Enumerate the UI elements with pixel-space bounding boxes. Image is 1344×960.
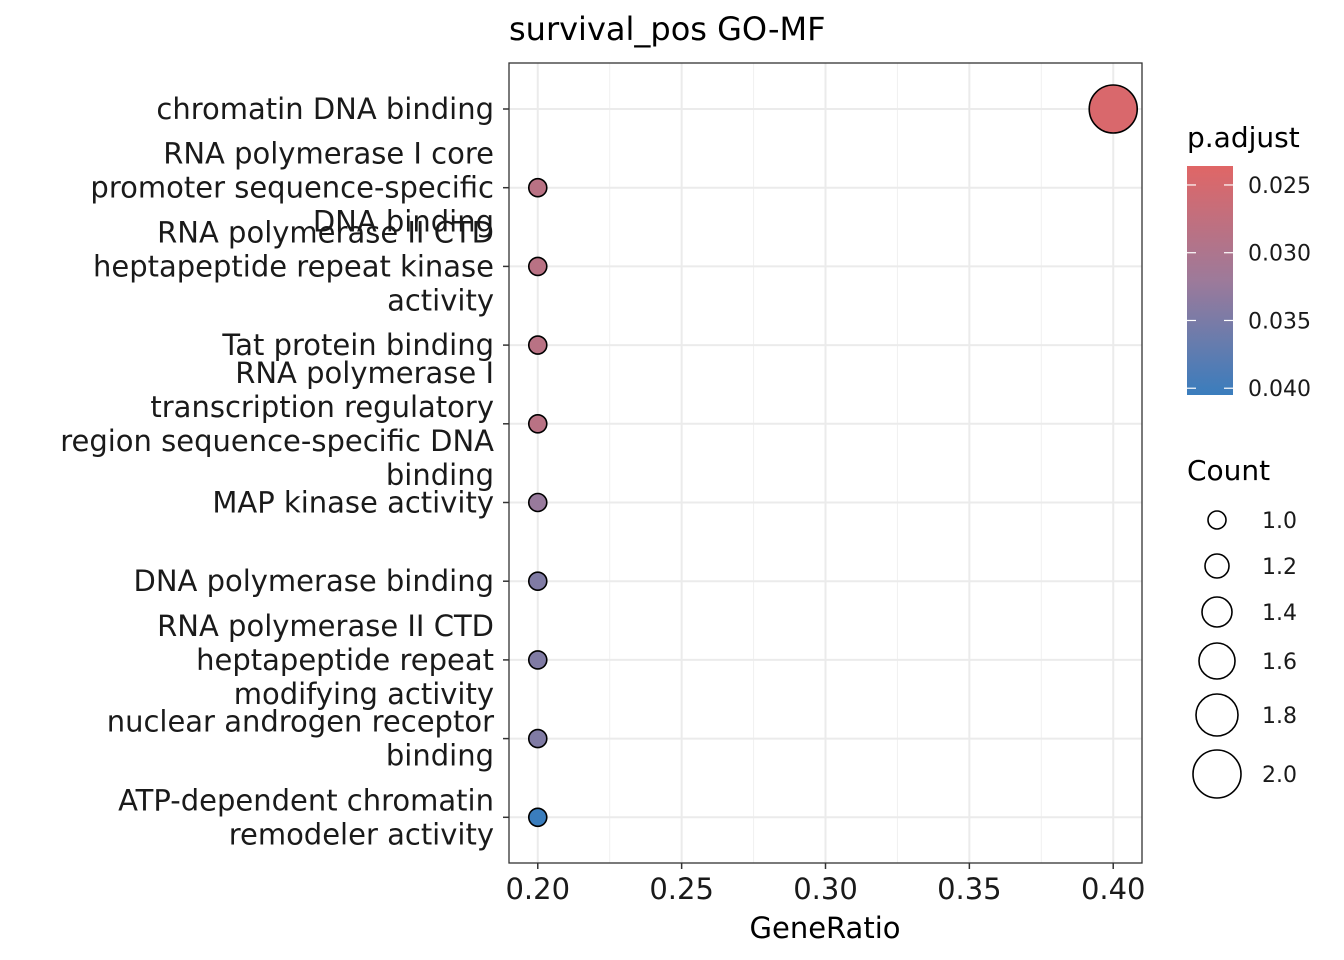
data-point (527, 492, 548, 513)
y-tick-label-line: chromatin DNA binding (156, 92, 494, 126)
color-legend-label: 0.030 (1248, 242, 1311, 267)
chart-title: survival_pos GO-MF (509, 10, 826, 48)
size-legend-label: 1.8 (1262, 704, 1297, 729)
data-point (527, 728, 548, 749)
y-tick-label-line: Tat protein binding (221, 328, 494, 362)
x-tick-label: 0.30 (793, 872, 858, 906)
data-point (527, 650, 548, 670)
size-legend-key (1195, 693, 1239, 737)
color-legend-label: 0.035 (1248, 309, 1311, 334)
y-tick-label-line: ATP-dependent chromatin (118, 783, 494, 817)
y-tick-label: ATP-dependent chromatin remodeler activit… (118, 783, 494, 851)
y-tick-label-line: binding (386, 739, 494, 773)
color-legend-title: p.adjust (1187, 121, 1300, 154)
y-tick-label: RNA polymerase I core promoter sequence-s… (90, 137, 494, 239)
y-tick-label-line: promoter sequence-specific (90, 171, 494, 205)
y-tick-label-line: RNA polymerase II CTD (157, 609, 494, 643)
size-legend-label: 1.2 (1262, 555, 1297, 580)
y-tick-label-line: MAP kinase activity (212, 486, 494, 520)
x-tick-label: 0.35 (937, 872, 1002, 906)
y-axis-labels: chromatin DNA binding RNA polymerase I co… (60, 92, 509, 851)
data-point (527, 413, 548, 434)
y-tick-label: RNA polymerase II CTD heptapeptide repeat… (157, 609, 494, 711)
x-axis: 0.20 0.25 0.30 0.35 0.40 (505, 863, 1146, 906)
color-legend-label: 0.025 (1248, 174, 1311, 199)
y-tick-label-line: RNA polymerase II CTD (157, 215, 494, 249)
y-tick-label-line: DNA polymerase binding (133, 564, 494, 598)
data-point (1088, 84, 1139, 134)
y-tick-label-line: modifying activity (234, 677, 494, 711)
size-legend-label: 1.0 (1262, 509, 1297, 534)
size-legend-title: Count (1187, 454, 1270, 487)
data-point (527, 177, 548, 198)
y-tick-label-line: activity (387, 283, 494, 317)
data-point (527, 256, 548, 277)
y-tick-label-line: region sequence-specific DNA (60, 424, 494, 458)
y-tick-label-line: RNA polymerase I (235, 356, 494, 390)
y-tick-label-line: DNA binding (313, 205, 494, 239)
size-legend-label: 1.6 (1262, 650, 1297, 675)
y-tick-label: DNA polymerase binding (133, 564, 494, 598)
size-legend-key (1207, 510, 1227, 530)
size-legend-key (1198, 642, 1236, 680)
y-tick-label-line: nuclear androgen receptor (107, 705, 494, 739)
y-tick-label: chromatin DNA binding (156, 92, 494, 126)
y-tick-label: MAP kinase activity (212, 486, 494, 520)
y-tick-label-line: RNA polymerase I core (163, 137, 494, 171)
data-point (527, 807, 548, 828)
size-legend-label: 1.4 (1262, 601, 1297, 626)
y-tick-label-line: remodeler activity (229, 817, 494, 851)
y-tick-label-line: transcription regulatory (150, 390, 494, 424)
color-legend-bar (1187, 166, 1233, 395)
size-legend-label: 2.0 (1262, 763, 1297, 788)
y-tick-label: RNA polymerase II CTD heptapeptide repeat… (93, 215, 494, 317)
size-legend-key (1204, 553, 1230, 579)
color-legend: p.adjust 0.025 0.030 0.035 0.040 (1187, 121, 1311, 402)
x-tick-label: 0.20 (505, 872, 570, 906)
x-tick-label: 0.40 (1081, 872, 1146, 906)
y-tick-label-line: binding (386, 458, 494, 492)
data-point (527, 335, 548, 355)
x-tick-label: 0.25 (649, 872, 714, 906)
y-tick-label: Tat protein binding (221, 328, 494, 362)
color-legend-label: 0.040 (1248, 377, 1311, 402)
size-legend-key (1192, 749, 1242, 799)
size-legend-key (1201, 596, 1233, 628)
y-tick-label: nuclear androgen receptor binding (107, 705, 494, 773)
plot-panel (508, 62, 1143, 864)
y-tick-label-line: heptapeptide repeat (196, 643, 494, 677)
data-point (527, 571, 548, 592)
size-legend: Count 1.0 1.2 1.4 1.6 1.8 2.0 (1187, 454, 1297, 799)
y-tick-label-line: heptapeptide repeat kinase (93, 249, 494, 283)
x-axis-title: GeneRatio (750, 911, 901, 945)
